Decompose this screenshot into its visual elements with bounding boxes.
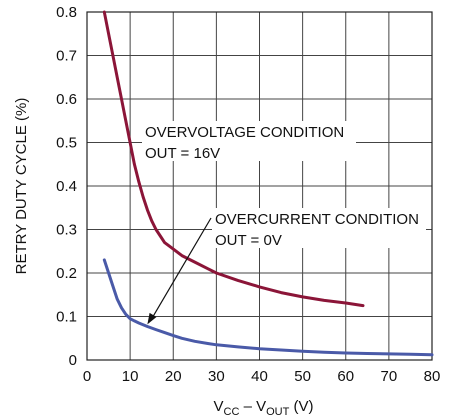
y-tick-label: 0.7 — [56, 48, 77, 65]
overcurrent-label: OUT = 0V — [215, 232, 282, 249]
y-axis-title: RETRY DUTY CYCLE (%) — [13, 98, 30, 275]
x-axis-title: VCC – VOUT (V) — [214, 398, 314, 418]
y-tick-label: 0.2 — [56, 265, 77, 282]
plot-frame — [86, 11, 433, 361]
annotation-arrow-line — [150, 217, 212, 320]
x-tick-label: 50 — [294, 368, 311, 385]
overcurrent-curve — [102, 258, 434, 357]
y-tick-label: 0.1 — [56, 309, 77, 326]
y-tick-label: 0.3 — [56, 222, 77, 239]
y-tick-label: 0.8 — [56, 4, 77, 21]
overvoltage-label: OVERVOLTAGE CONDITION — [145, 124, 344, 141]
y-tick-label: 0.6 — [56, 91, 77, 108]
y-tick-label: 0 — [69, 352, 77, 369]
x-tick-label: 20 — [165, 368, 182, 385]
x-tick-label: 30 — [208, 368, 225, 385]
overvoltage-curve — [102, 10, 365, 308]
annotation-arrow-head — [147, 312, 157, 325]
x-tick-label: 60 — [337, 368, 354, 385]
x-tick-label: 0 — [83, 368, 91, 385]
overvoltage-label: OUT = 16V — [145, 145, 220, 162]
x-tick-label: 80 — [424, 368, 441, 385]
x-tick-label: 10 — [122, 368, 139, 385]
x-tick-label: 40 — [251, 368, 268, 385]
y-tick-label: 0.4 — [56, 178, 77, 195]
annotation-background — [212, 208, 426, 248]
overcurrent-label: OVERCURRENT CONDITION — [215, 211, 419, 228]
x-tick-label: 70 — [381, 368, 398, 385]
annotation-background — [142, 121, 356, 161]
y-tick-label: 0.5 — [56, 135, 77, 152]
